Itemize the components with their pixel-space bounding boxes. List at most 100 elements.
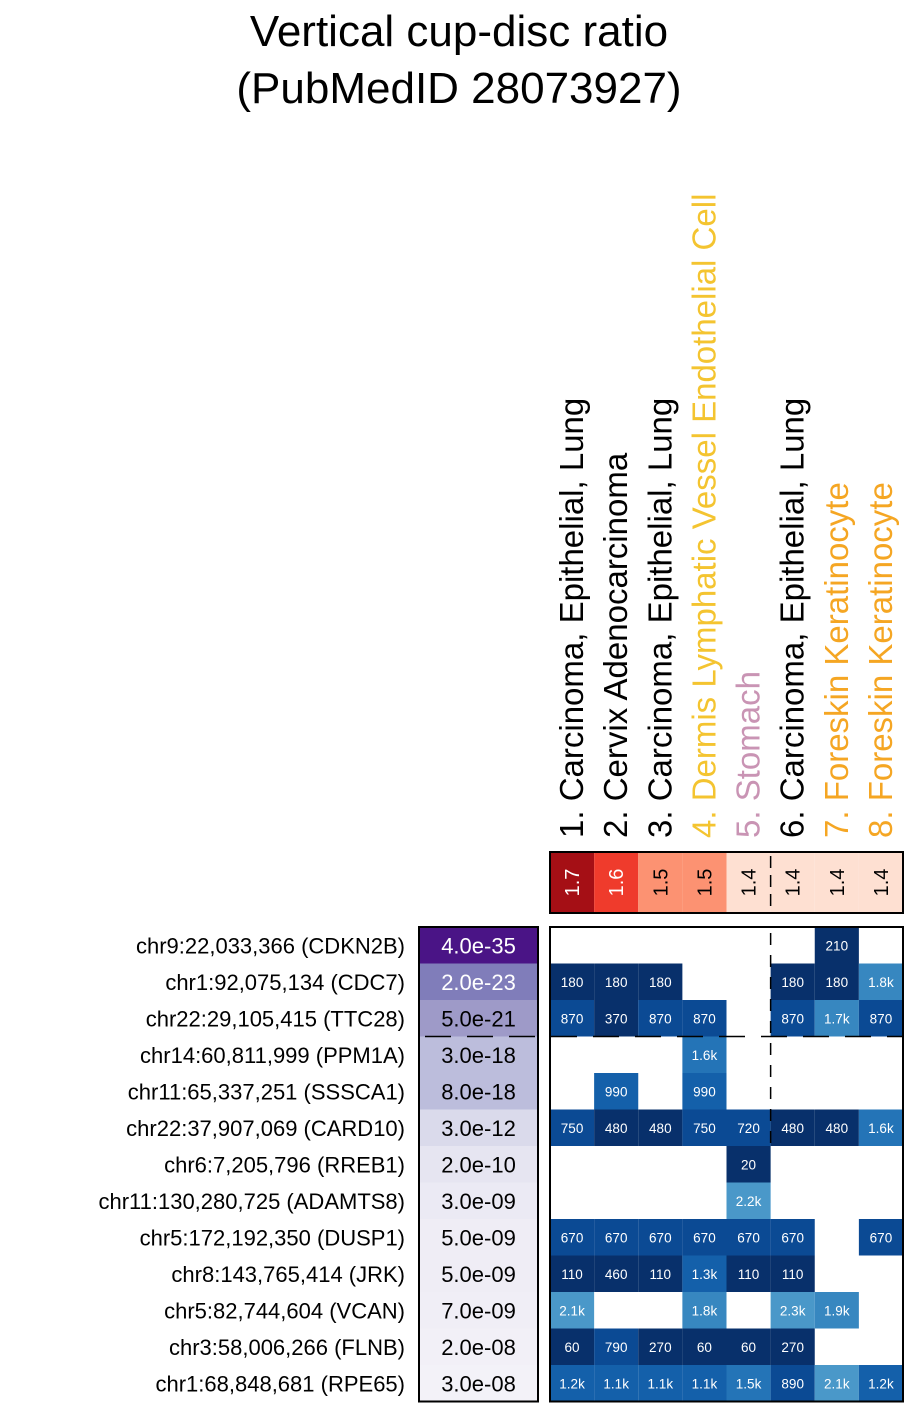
pvalue-column: 4.0e-35 2.0e-23 5.0e-21 3.0e-18 8.0e-18 3.0e-…: [419, 927, 538, 1402]
enrichment-value: 1.4: [783, 869, 805, 897]
cell-value: 870: [870, 1011, 893, 1026]
cell-value: 670: [605, 1230, 628, 1245]
cell-value: 1.6k: [692, 1048, 718, 1063]
cell-value: 790: [605, 1340, 628, 1355]
cell-value: 670: [561, 1230, 584, 1245]
cell-value: 670: [649, 1230, 672, 1245]
snp-label: chr9:22,033,366 (CDKN2B): [136, 933, 405, 958]
heatmap-cell: [594, 1219, 639, 1256]
pvalue-label: 5.0e-09: [441, 1225, 516, 1250]
cell-value: 2.1k: [824, 1376, 850, 1391]
heatmap-cell: [814, 1292, 859, 1329]
pvalue-label: 2.0e-23: [441, 970, 516, 995]
snp-label: chr6:7,205,796 (RREB1): [164, 1152, 405, 1177]
heatmap-cell: [682, 1328, 727, 1365]
cell-value: 110: [650, 1267, 672, 1282]
snp-label: chr3:58,006,266 (FLNB): [169, 1335, 405, 1360]
cell-value: 670: [781, 1230, 804, 1245]
heatmap-frames: [418, 926, 904, 1403]
heatmap-frame: [549, 926, 904, 1403]
pvalue-cell: [419, 1073, 538, 1110]
snp-label: chr1:68,848,681 (RPE65): [156, 1371, 406, 1396]
heatmap-cell: [726, 1328, 771, 1365]
heatmap-cell: [858, 1109, 903, 1146]
heatmap-cell: [638, 1255, 683, 1292]
heatmap-cell: [726, 1146, 771, 1183]
snp-label: chr22:37,907,069 (CARD10): [126, 1116, 405, 1141]
column-label: 3. Carcinoma, Epithelial, Lung: [641, 398, 678, 838]
heatmap-cell: [682, 1036, 727, 1073]
heatmap-cell: [682, 1109, 727, 1146]
heatmap-cell: [638, 1109, 683, 1146]
heatmap-cell: [550, 1292, 595, 1329]
pvalue-cell: [419, 1146, 538, 1183]
heatmap-cell: [770, 1109, 815, 1146]
heatmap-cell: [682, 1365, 727, 1402]
heatmap-cell: [770, 1219, 815, 1256]
heatmap-cell: [814, 1365, 859, 1402]
heatmap-cell: [594, 963, 639, 1000]
cell-value: 1.1k: [603, 1376, 629, 1391]
heatmap-cell: [814, 1109, 859, 1146]
cell-value: 1.3k: [692, 1267, 718, 1282]
pvalue-cell: [419, 927, 538, 964]
pvalue-label: 2.0e-08: [441, 1335, 516, 1360]
column-label: 1. Carcinoma, Epithelial, Lung: [553, 398, 590, 838]
pvalue-cell: [419, 1000, 538, 1037]
cell-value: 870: [781, 1011, 804, 1026]
cell-value: 670: [737, 1230, 760, 1245]
cell-value: 2.1k: [559, 1303, 585, 1318]
enrichment-value: 1.7: [562, 869, 584, 897]
cell-value: 20: [741, 1157, 756, 1172]
enrichment-value: 1.4: [871, 869, 893, 897]
column-label: 6. Carcinoma, Epithelial, Lung: [774, 398, 811, 838]
heatmap-cell: [550, 1109, 595, 1146]
cell-value: 110: [561, 1267, 583, 1282]
enrichment-cell: [594, 852, 639, 913]
heatmap-cell: [682, 1073, 727, 1110]
heatmap-cell: [814, 963, 859, 1000]
heatmap-cell: [858, 1219, 903, 1256]
cell-value: 1.1k: [648, 1376, 674, 1391]
cell-value: 1.2k: [868, 1376, 894, 1391]
heatmap-cell: [770, 1292, 815, 1329]
pvalue-cell: [419, 963, 538, 1000]
enrichment-value: 1.4: [739, 869, 761, 897]
column-label: 8. Foreskin Keratinocyte: [862, 482, 899, 838]
pvalue-label: 3.0e-18: [441, 1043, 516, 1068]
heatmap-cell: [770, 1328, 815, 1365]
cell-value: 870: [693, 1011, 716, 1026]
enrichment-value: 1.5: [650, 869, 672, 897]
heatmap-cell: [550, 1255, 595, 1292]
cell-value: 460: [605, 1267, 628, 1282]
heatmap-cell: [770, 1255, 815, 1292]
pvalue-frame: [418, 926, 539, 1403]
heatmap-cell: [770, 1365, 815, 1402]
enrichment-cell: [858, 852, 903, 913]
pvalue-label: 3.0e-08: [441, 1371, 516, 1396]
column-label: 7. Foreskin Keratinocyte: [818, 482, 855, 838]
heatmap-cell: [682, 1255, 727, 1292]
snp-label: chr5:82,744,604 (VCAN): [164, 1298, 405, 1323]
column-label: 4. Dermis Lymphatic Vessel Endothelial C…: [685, 194, 722, 838]
pvalue-label: 4.0e-35: [441, 933, 516, 958]
cell-value: 890: [781, 1376, 804, 1391]
heatmap-cell: [594, 1000, 639, 1037]
heatmap-cell: [550, 1000, 595, 1037]
row-labels: chr9:22,033,366 (CDKN2B) chr1:92,075,134 …: [98, 933, 405, 1396]
heatmap-cell: [594, 1255, 639, 1292]
heatmap-cell: [550, 1328, 595, 1365]
cell-value: 60: [565, 1340, 580, 1355]
cell-value: 1.5k: [736, 1376, 762, 1391]
heatmap-cell: [682, 1000, 727, 1037]
cell-value: 1.9k: [824, 1303, 850, 1318]
snp-label: chr11:65,337,251 (SSSCA1): [128, 1079, 405, 1104]
cell-value: 870: [649, 1011, 672, 1026]
snp-label: chr11:130,280,725 (ADAMTS8): [98, 1189, 405, 1214]
cell-value: 180: [649, 975, 672, 990]
cell-value: 1.8k: [692, 1303, 718, 1318]
cell-value: 670: [870, 1230, 893, 1245]
heatmap-cell: [594, 1109, 639, 1146]
heatmap-cell: [770, 1000, 815, 1037]
